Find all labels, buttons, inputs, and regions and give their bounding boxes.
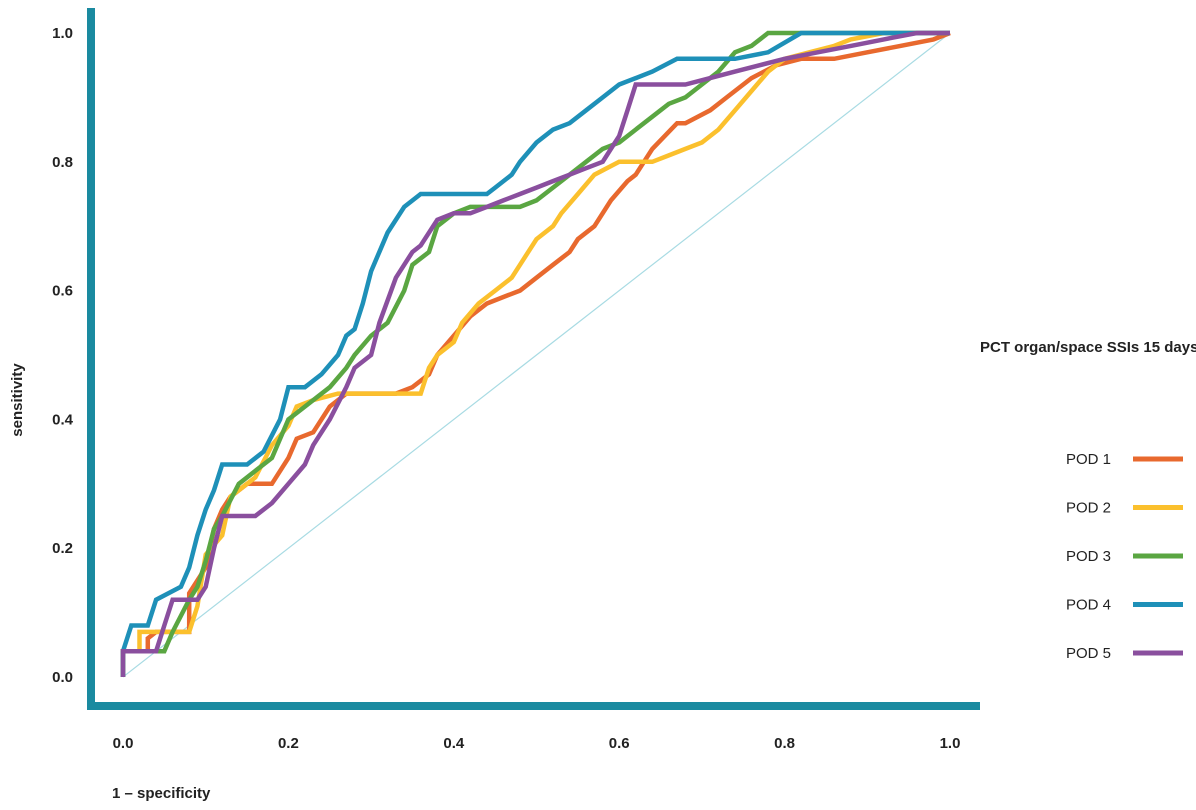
legend: POD 1 POD 2 POD 3 POD 4 POD 5 <box>1066 451 1183 662</box>
y-tick-label: 0.2 <box>52 540 73 557</box>
legend-label-pod-5: POD 5 <box>1066 645 1111 662</box>
y-tick-label: 1.0 <box>52 25 73 42</box>
x-tick-label: 0.0 <box>113 735 134 752</box>
legend-title: PCT organ/space SSIs 15 days <box>980 339 1196 356</box>
series-line-pod-4 <box>120 30 950 677</box>
y-tick-label: 0.4 <box>52 411 74 428</box>
x-tick-label: 0.2 <box>278 735 299 752</box>
x-tick-label: 1.0 <box>940 735 961 752</box>
x-tick-label: 0.6 <box>609 735 630 752</box>
legend-label-pod-4: POD 4 <box>1066 597 1111 614</box>
reference-diagonal-layer <box>122 32 951 678</box>
legend-label-pod-1: POD 1 <box>1066 451 1111 468</box>
legend-label-pod-2: POD 2 <box>1066 500 1111 517</box>
series-line-pod-1 <box>120 30 951 677</box>
x-tick-label: 0.8 <box>774 735 795 752</box>
y-tick-label: 0.8 <box>52 154 73 171</box>
y-axis-title: sensitivity <box>9 363 26 437</box>
y-tick-label: 0.0 <box>52 669 73 686</box>
legend-label-pod-3: POD 3 <box>1066 548 1111 565</box>
axes-layer <box>87 8 980 710</box>
x-axis-title: 1 – specificity <box>112 785 211 802</box>
series-line-pod-3 <box>120 30 950 677</box>
series-line-pod-5 <box>120 30 950 677</box>
x-tick-label: 0.4 <box>443 735 465 752</box>
roc-curves-layer <box>120 30 951 677</box>
y-tick-label: 0.6 <box>52 283 73 300</box>
tick-labels-layer: 0.0 0.2 0.4 0.6 0.8 1.0 0.0 0.2 0.4 0.6 0.8 1.0 <box>52 25 960 752</box>
reference-diagonal-line <box>122 32 951 678</box>
